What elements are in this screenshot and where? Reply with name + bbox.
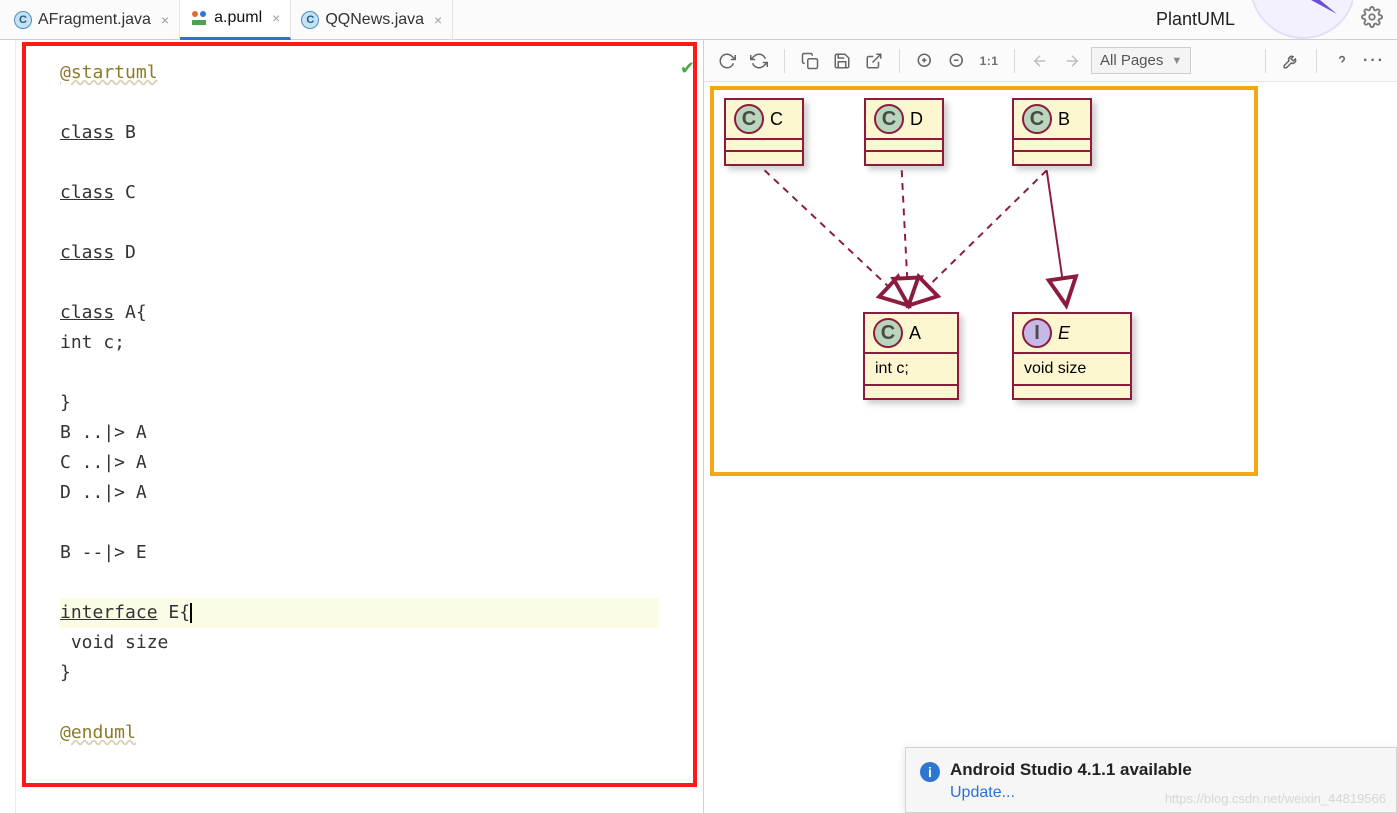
watermark-text: https://blog.csdn.net/weixin_44819566 bbox=[1165, 791, 1386, 806]
uml-interface-box: IEvoid size bbox=[1012, 312, 1132, 400]
uml-compartment bbox=[1014, 152, 1090, 164]
class-badge-icon: C bbox=[873, 318, 903, 348]
overflow-icon[interactable]: ··· bbox=[1361, 48, 1387, 74]
java-class-icon: C bbox=[14, 11, 32, 29]
chevron-down-icon: ▼ bbox=[1171, 55, 1182, 67]
uml-compartment bbox=[865, 386, 957, 398]
pages-dropdown[interactable]: All Pages ▼ bbox=[1091, 47, 1191, 74]
plantuml-file-icon bbox=[190, 9, 208, 27]
editor-gutter bbox=[0, 40, 16, 813]
uml-name: C bbox=[770, 109, 783, 130]
class-badge-icon: C bbox=[874, 104, 904, 134]
uml-name: A bbox=[909, 323, 921, 344]
zoom-in-icon[interactable] bbox=[912, 48, 938, 74]
interface-badge-icon: I bbox=[1022, 318, 1052, 348]
editor-tab[interactable]: C AFragment.java × bbox=[4, 0, 180, 40]
editor-pane: ✔ @startuml class B class C class D clas… bbox=[0, 40, 703, 813]
preview-toolbar: 1:1 All Pages ▼ ··· bbox=[704, 40, 1397, 82]
uml-class-box: CC bbox=[724, 98, 804, 166]
update-notification: i Android Studio 4.1.1 available Update.… bbox=[905, 747, 1397, 813]
save-icon[interactable] bbox=[829, 48, 855, 74]
code-editor[interactable]: @startuml class B class C class D class … bbox=[16, 40, 703, 748]
popout-icon[interactable] bbox=[861, 48, 887, 74]
class-badge-icon: C bbox=[1022, 104, 1052, 134]
zoom-reset-button[interactable]: 1:1 bbox=[976, 48, 1002, 74]
editor-tab-bar: CAFragment.java×a.puml×CQQNews.java× Pla… bbox=[0, 0, 1397, 40]
gear-icon[interactable] bbox=[1361, 6, 1383, 33]
close-icon[interactable]: × bbox=[161, 12, 169, 28]
help-icon[interactable] bbox=[1329, 48, 1355, 74]
editor-tab[interactable]: a.puml × bbox=[180, 0, 291, 40]
nav-back-icon bbox=[1027, 48, 1053, 74]
tab-label: AFragment.java bbox=[38, 11, 151, 29]
uml-class-box: CAint c; bbox=[863, 312, 959, 400]
close-icon[interactable]: × bbox=[272, 10, 280, 26]
uml-class-box: CB bbox=[1012, 98, 1092, 166]
close-icon[interactable]: × bbox=[434, 12, 442, 28]
uml-compartment bbox=[866, 152, 942, 164]
copy-icon[interactable] bbox=[797, 48, 823, 74]
uml-name: E bbox=[1058, 323, 1070, 344]
autorefresh-icon[interactable] bbox=[746, 48, 772, 74]
zoom-out-icon[interactable] bbox=[944, 48, 970, 74]
tab-label: a.puml bbox=[214, 9, 262, 27]
pages-dropdown-label: All Pages bbox=[1100, 52, 1163, 69]
nav-forward-icon bbox=[1059, 48, 1085, 74]
inspection-ok-icon: ✔ bbox=[680, 58, 695, 79]
uml-compartment bbox=[1014, 386, 1130, 398]
uml-compartment bbox=[726, 140, 802, 152]
uml-diagram: CCCDCBCAint c;IEvoid size bbox=[710, 86, 1258, 476]
uml-compartment bbox=[726, 152, 802, 164]
uml-compartment bbox=[866, 140, 942, 152]
uml-compartment bbox=[1014, 140, 1090, 152]
refresh-icon[interactable] bbox=[714, 48, 740, 74]
info-icon: i bbox=[920, 762, 940, 782]
wrench-icon[interactable] bbox=[1278, 48, 1304, 74]
uml-compartment: void size bbox=[1014, 354, 1130, 386]
uml-name: D bbox=[910, 109, 923, 130]
editor-tab[interactable]: C QQNews.java × bbox=[291, 0, 453, 40]
java-class-icon: C bbox=[301, 11, 319, 29]
uml-name: B bbox=[1058, 109, 1070, 130]
notification-title: Android Studio 4.1.1 available bbox=[950, 760, 1380, 780]
uml-compartment: int c; bbox=[865, 354, 957, 386]
class-badge-icon: C bbox=[734, 104, 764, 134]
preview-pane: 1:1 All Pages ▼ ··· bbox=[703, 40, 1397, 813]
tab-label: QQNews.java bbox=[325, 11, 424, 29]
uml-class-box: CD bbox=[864, 98, 944, 166]
